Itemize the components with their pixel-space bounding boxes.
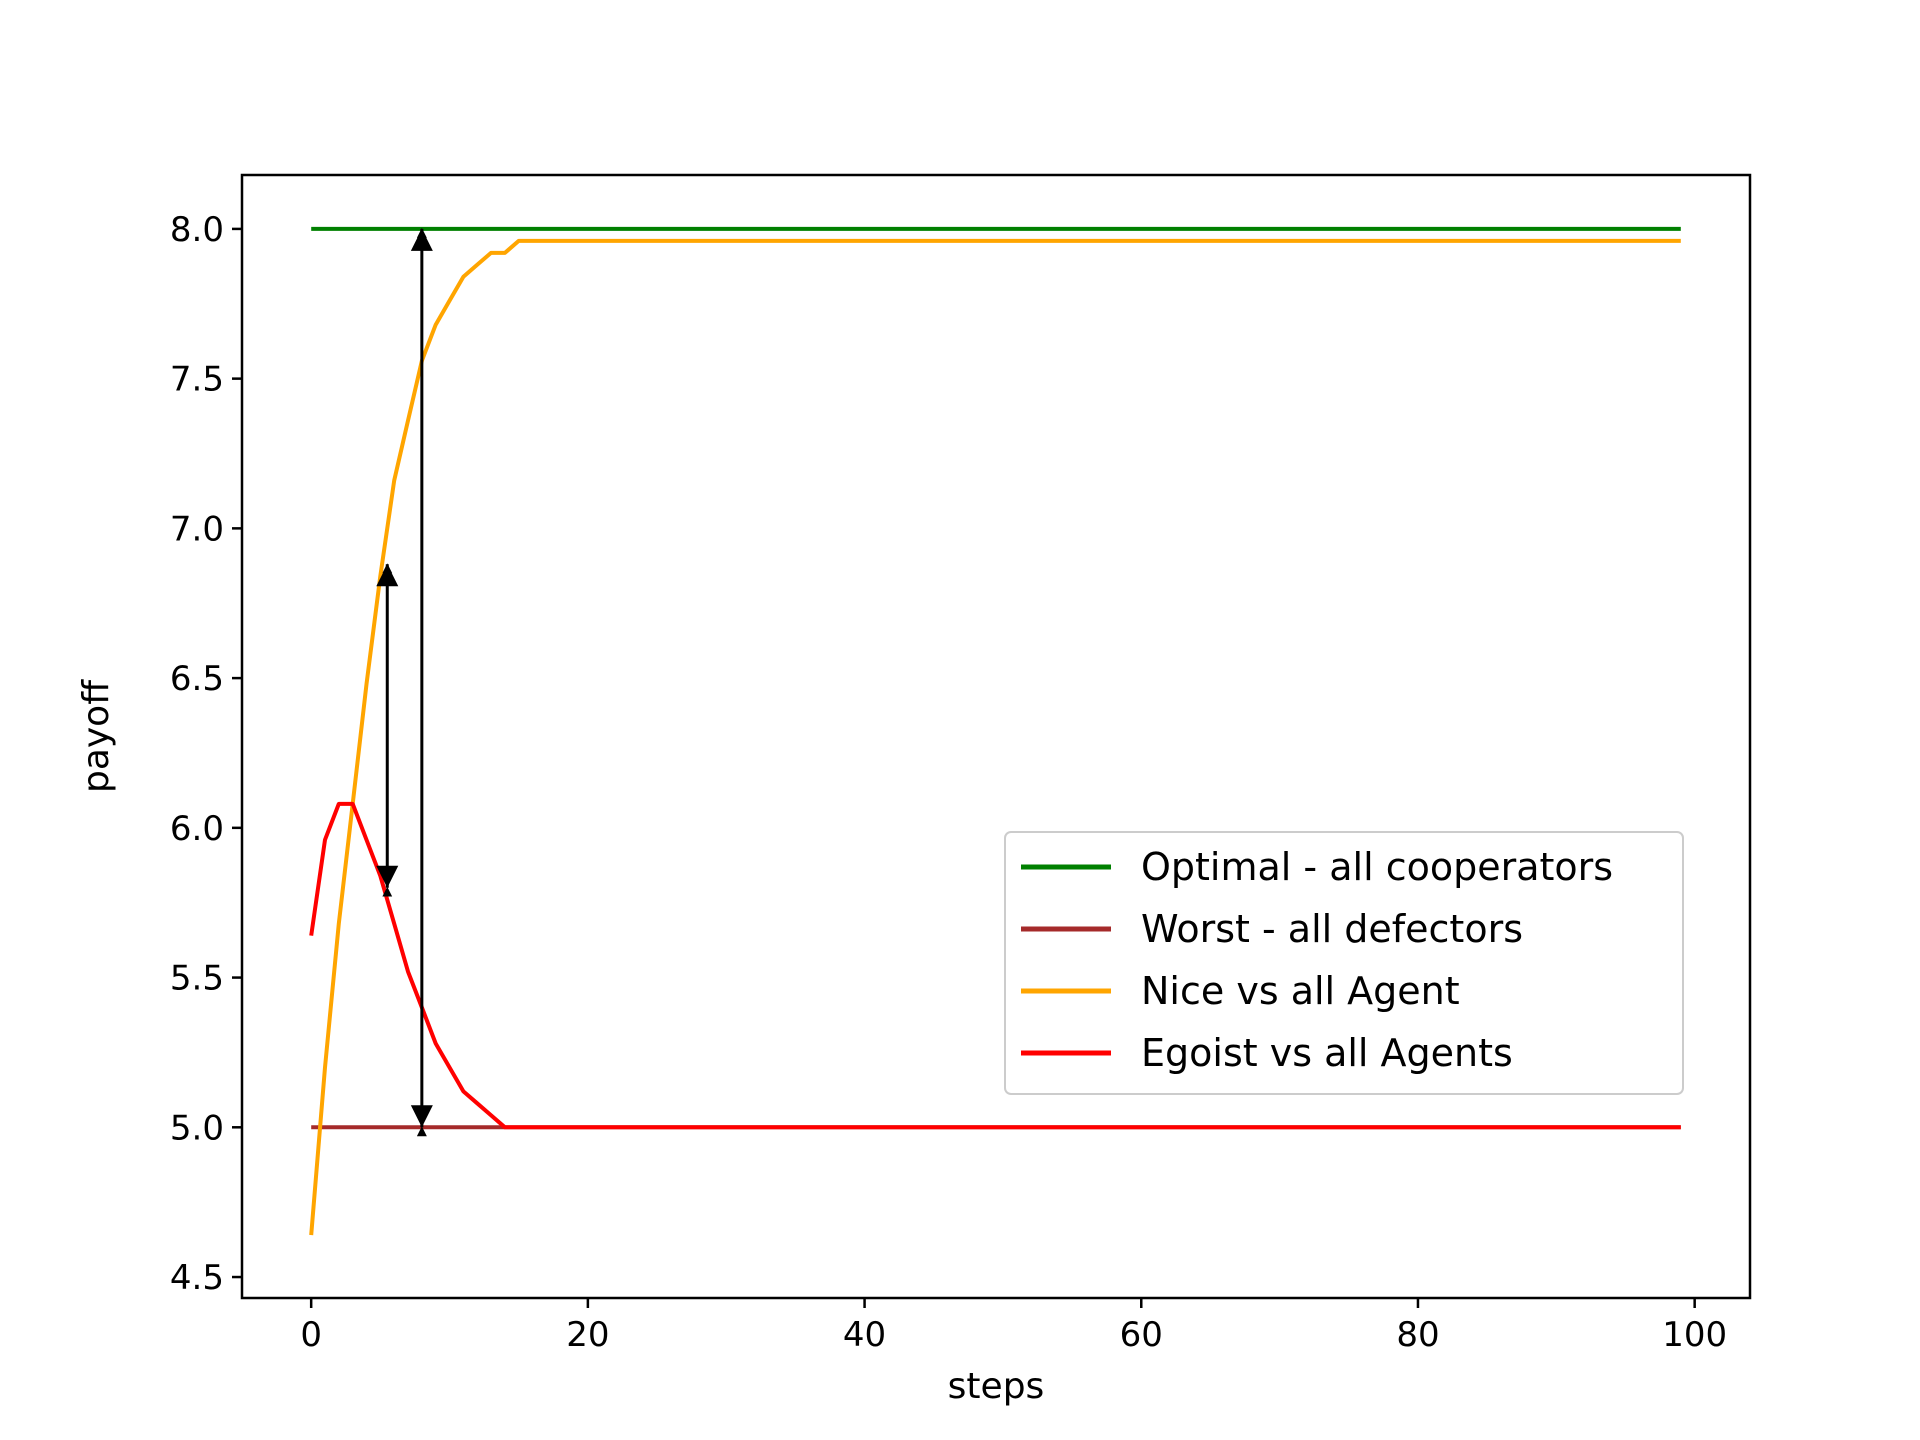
x-axis-ticks: 0 20 40 60 80 100	[300, 1298, 1727, 1355]
x-tick-label: 20	[566, 1315, 609, 1355]
series-line-3	[309, 238, 1681, 1236]
y-tick-label: 7.0	[170, 509, 224, 549]
annotation-arrowhead-2-2	[376, 564, 399, 587]
y-tick-label: 5.5	[170, 959, 224, 999]
annotation-layer	[376, 227, 433, 1137]
legend-label: Optimal - all cooperators	[1141, 845, 1613, 889]
annotation-arrowhead-1-1	[410, 1105, 433, 1128]
y-tick-label: 6.0	[170, 809, 224, 849]
legend-label: Nice vs all Agent	[1141, 969, 1460, 1013]
legend-box	[1004, 831, 1684, 1095]
legend-label: Worst - all defectors	[1141, 907, 1523, 951]
series-layer	[309, 226, 1681, 1236]
y-axis-ticks: 4.5 5.0 5.5 6.0 6.5 7.0 7.5 8.0	[170, 210, 242, 1298]
y-tick-label: 7.5	[170, 360, 224, 400]
x-tick-label: 0	[300, 1315, 322, 1355]
y-tick-label: 5.0	[170, 1108, 224, 1148]
y-axis-label: payoff	[76, 679, 117, 793]
plot-area-frame	[240, 173, 1752, 1300]
x-tick-label: 80	[1396, 1315, 1439, 1355]
x-tick-label: 60	[1120, 1315, 1163, 1355]
y-tick-label: 8.0	[170, 210, 224, 250]
x-axis-label: steps	[948, 1366, 1045, 1407]
legend: Optimal - all cooperators Worst - all def…	[1004, 831, 1684, 1095]
annotation-arrowhead-2-1	[376, 865, 399, 888]
x-tick-label: 100	[1662, 1315, 1727, 1355]
legend-label: Egoist vs all Agents	[1141, 1031, 1513, 1075]
y-tick-label: 4.5	[170, 1258, 224, 1298]
annotation-arrowhead-1-2	[410, 228, 433, 251]
series-line-4	[309, 801, 1681, 1130]
legend-items: Optimal - all cooperators Worst - all def…	[1021, 845, 1613, 1075]
x-tick-label: 40	[843, 1315, 886, 1355]
y-tick-label: 6.5	[170, 659, 224, 699]
